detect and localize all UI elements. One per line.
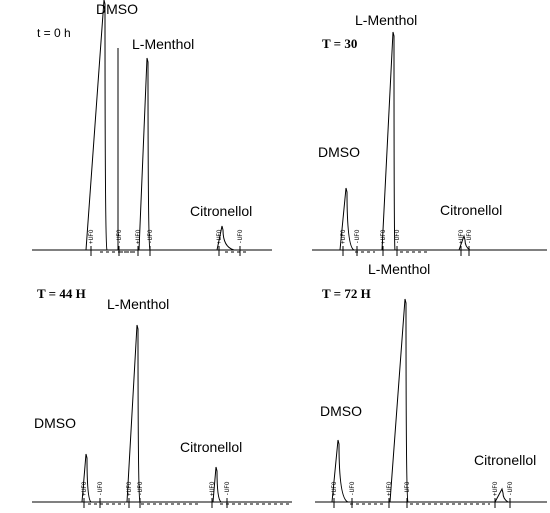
marker-label: -UFO [354, 229, 361, 244]
peak-trace [216, 225, 235, 251]
peak-trace [138, 57, 151, 251]
chromatogram-panel: T = 44 H DMSO L-Menthol Citronellol +UFO -UFO… [32, 286, 292, 508]
marker-label: -UFO [507, 481, 514, 496]
marker-label: -UFO [137, 481, 144, 496]
time-label: t = 0 h [37, 26, 71, 40]
peak-label: DMSO [318, 144, 360, 160]
marker-label: -UFO [224, 481, 231, 496]
peak-label: DMSO [96, 1, 138, 17]
peak-label: L-Menthol [368, 261, 430, 277]
peak-label: Citronellol [474, 452, 536, 468]
peak-trace [81, 453, 92, 503]
marker-label: +UFO [458, 229, 465, 244]
marker-label: +UFO [331, 481, 338, 496]
peak-label: L-Menthol [107, 296, 169, 312]
peak-trace [212, 466, 222, 503]
peak-label: L-Menthol [355, 12, 417, 28]
marker-label: -UFO [404, 481, 411, 496]
marker-label: +UFO [492, 481, 499, 496]
peak-trace [126, 324, 141, 503]
peak-trace [381, 31, 396, 251]
marker-label: -UFO [466, 229, 473, 244]
peak-label: L-Menthol [132, 36, 194, 52]
marker-label: -UFO [349, 481, 356, 496]
marker-label: +UFO [216, 229, 223, 244]
marker-label: +UFO [380, 229, 387, 244]
peak-label: Citronellol [180, 439, 242, 455]
peak-trace [339, 187, 355, 251]
peak-label: DMSO [34, 415, 76, 431]
peak-trace [85, 0, 108, 251]
peak-label: DMSO [320, 403, 362, 419]
marker-label: +UFO [81, 481, 88, 496]
marker-label: -UFO [147, 229, 154, 244]
peak-label: Citronellol [190, 203, 252, 219]
marker-label: -UFO [97, 481, 104, 496]
marker-label: +UFO [88, 229, 95, 244]
marker-label: -UFO [394, 229, 401, 244]
peak-trace [494, 487, 509, 503]
peak-trace [331, 439, 349, 503]
marker-label: -UFO [237, 229, 244, 244]
marker-label: +UFO [209, 481, 216, 496]
peak-label: Citronellol [440, 202, 502, 218]
time-label: T = 72 H [322, 286, 371, 301]
peak-trace [389, 298, 409, 503]
marker-label: +UFO [340, 229, 347, 244]
chromatogram-panel: T = 72 H DMSO L-Menthol Citronellol +UFO -UFO… [315, 261, 547, 508]
marker-label: +UFO [126, 481, 133, 496]
chromatogram-panel: t = 0 h DMSO L-Menthol Citronellol +UFO -UFO +… [32, 0, 272, 256]
marker-label: +UFO [386, 481, 393, 496]
time-label: T = 44 H [37, 286, 86, 301]
marker-label: +UFO [135, 229, 142, 244]
time-label: T = 30 [322, 36, 357, 51]
marker-label: -UFO [116, 229, 123, 244]
